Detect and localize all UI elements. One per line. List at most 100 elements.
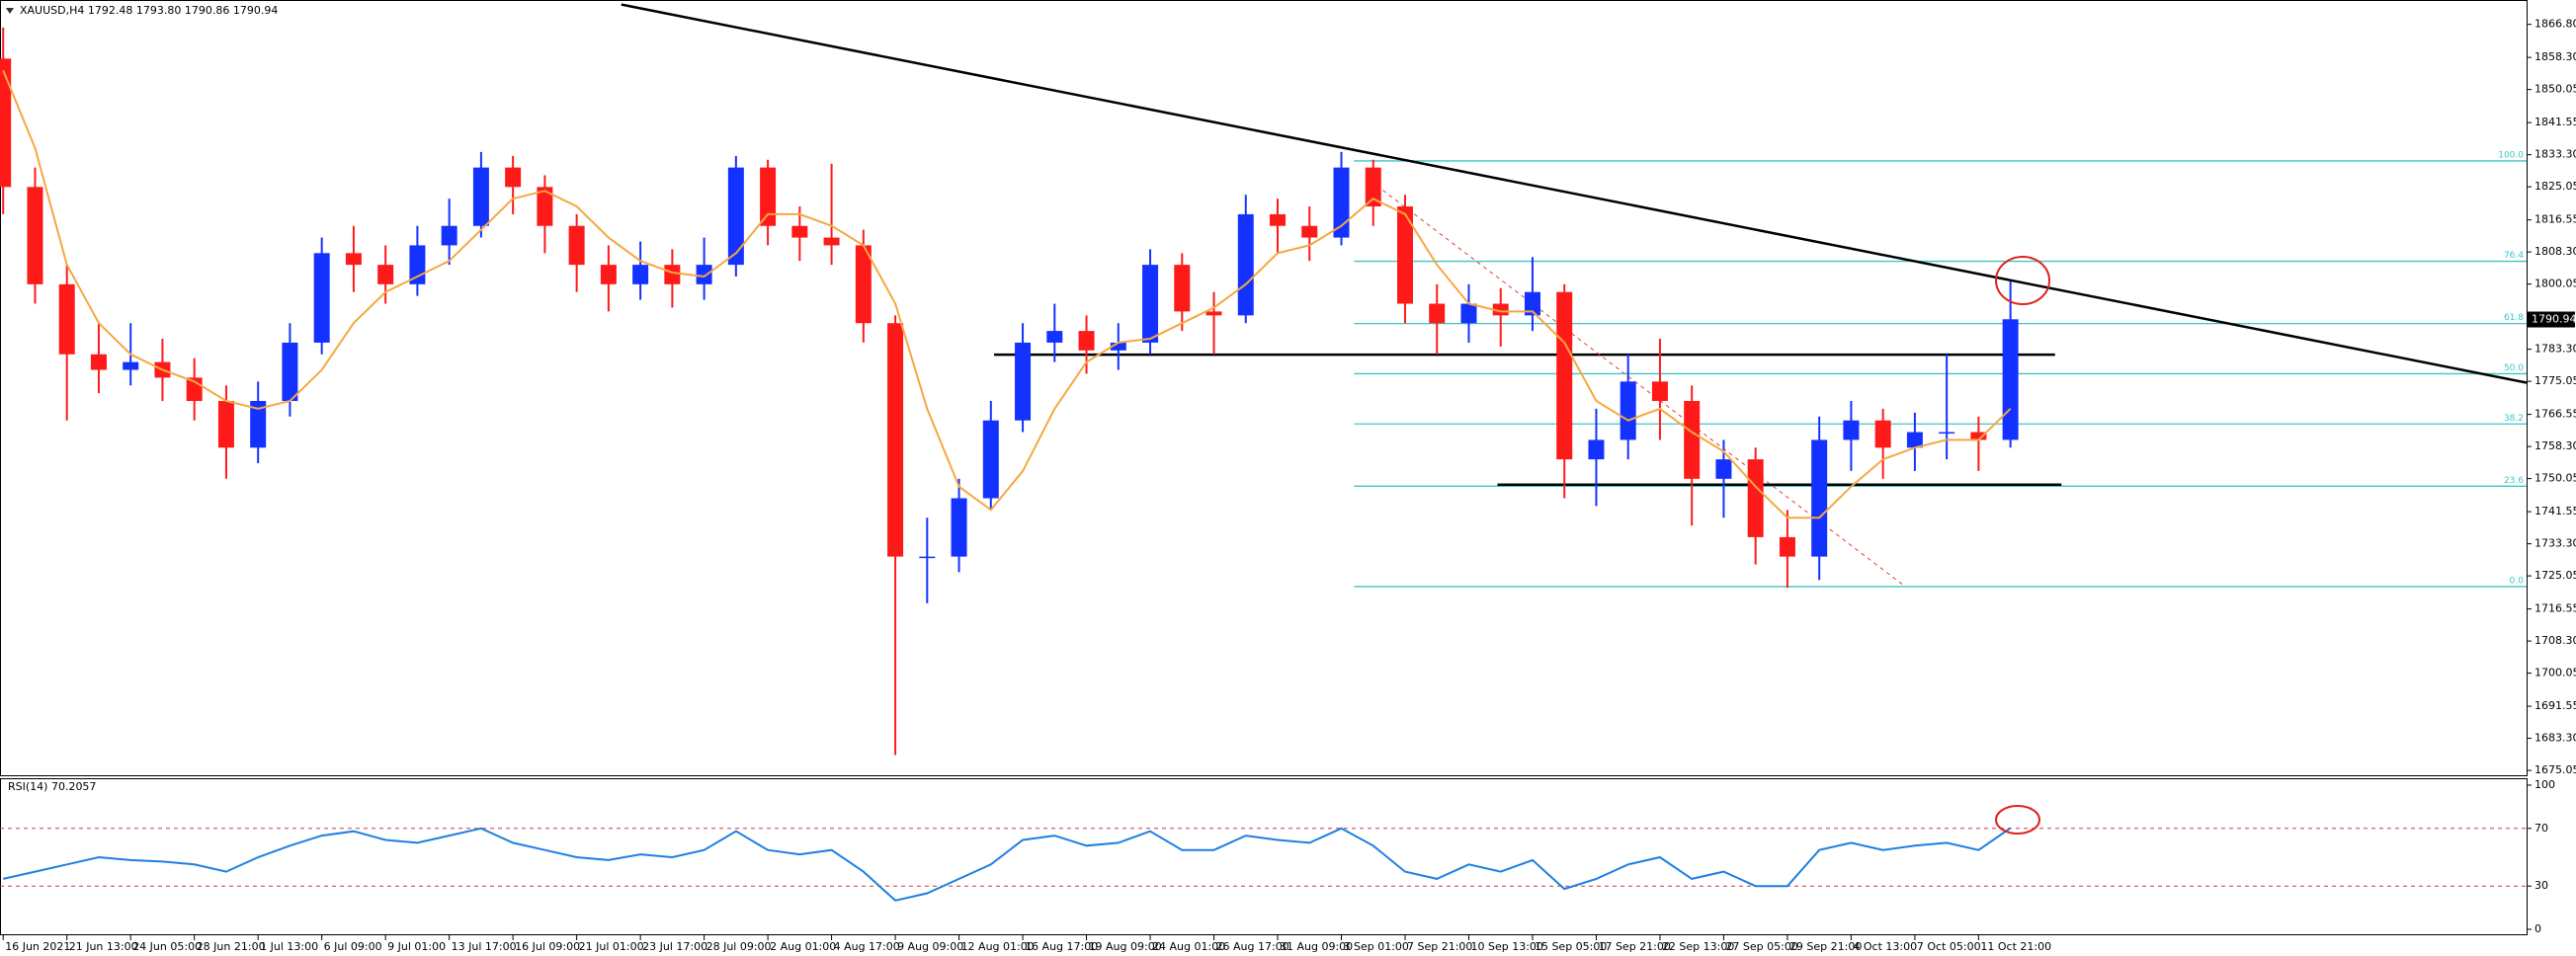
x-tick-label: 2 Aug 01:00	[770, 940, 836, 953]
candle-body	[951, 498, 967, 557]
candle-body	[1046, 331, 1063, 343]
candle-body	[345, 253, 362, 266]
x-tick-label: 27 Sep 05:00	[1725, 940, 1797, 953]
x-tick-label: 24 Aug 01:00	[1152, 940, 1225, 953]
x-tick-label: 21 Jul 01:00	[579, 940, 644, 953]
candle-body	[727, 167, 744, 266]
x-tick-label: 12 Aug 01:00	[961, 940, 1035, 953]
x-tick-label: 4 Oct 13:00	[1853, 940, 1917, 953]
candle-body	[919, 556, 936, 559]
fib-label: 23.6	[2504, 476, 2524, 486]
y-tick-label: 1716.55	[2534, 602, 2576, 615]
fib-label: 38.2	[2504, 414, 2524, 424]
x-tick-label: 9 Jul 01:00	[387, 940, 446, 953]
candle-body	[1429, 303, 1446, 324]
candle-body	[632, 265, 649, 284]
candle-body	[1588, 439, 1605, 460]
fib-label: 100.0	[2498, 150, 2524, 160]
y-tick-label: 1758.30	[2534, 439, 2576, 452]
x-tick-label: 6 Jul 09:00	[324, 940, 382, 953]
candle-body	[1110, 342, 1126, 351]
x-tick-label: 31 Aug 09:00	[1280, 940, 1353, 953]
x-tick-label: 22 Sep 13:00	[1662, 940, 1734, 953]
candle-body	[1205, 311, 1222, 316]
x-tick-label: 16 Jun 2021	[5, 940, 70, 953]
candle-body	[1906, 432, 1923, 448]
x-tick-label: 24 Jun 05:00	[132, 940, 202, 953]
menu-arrow[interactable]	[6, 8, 14, 14]
rsi-title: RSI(14) 70.2057	[8, 780, 96, 793]
candle-body	[1237, 213, 1254, 316]
x-tick-label: 28 Jun 21:00	[197, 940, 266, 953]
candle-body	[696, 265, 712, 284]
candle-body	[568, 225, 585, 266]
candle-body	[760, 167, 777, 226]
candle-body	[1396, 206, 1413, 304]
rsi-y-tick-label: 70	[2534, 822, 2548, 835]
y-tick-label: 1841.55	[2534, 116, 2576, 128]
x-tick-label: 3 Sep 01:00	[1343, 940, 1408, 953]
rsi-y-tick-label: 0	[2534, 922, 2541, 935]
trendline	[621, 3, 2528, 384]
candle-body	[505, 167, 522, 188]
x-tick-label: 15 Sep 05:00	[1535, 940, 1607, 953]
y-tick-label: 1858.30	[2534, 50, 2576, 63]
y-tick-label: 1708.30	[2534, 634, 2576, 647]
y-tick-label: 1675.05	[2534, 763, 2576, 776]
candle-body	[1015, 342, 1032, 421]
fib-label: 50.0	[2504, 363, 2524, 373]
candle-body	[313, 253, 330, 343]
rsi-line	[2, 827, 2012, 902]
chart-title: XAUUSD,H4 1792.48 1793.80 1790.86 1790.9…	[20, 4, 278, 17]
main-pane-frame	[0, 0, 2528, 776]
candle-body	[1301, 225, 1318, 238]
candle-body	[1651, 381, 1668, 402]
x-tick-label: 11 Oct 21:00	[1980, 940, 2051, 953]
y-tick-label: 1850.05	[2534, 83, 2576, 96]
x-tick-label: 28 Jul 09:00	[706, 940, 772, 953]
candle-body	[250, 401, 267, 448]
x-tick-label: 17 Sep 21:00	[1598, 940, 1670, 953]
candle-body	[441, 225, 457, 246]
candle-body	[1142, 265, 1159, 343]
x-tick-label: 19 Aug 09:00	[1089, 940, 1162, 953]
candle-body	[377, 265, 394, 284]
candle-body	[887, 323, 904, 557]
x-tick-label: 16 Aug 17:00	[1025, 940, 1098, 953]
x-tick-label: 4 Aug 17:00	[834, 940, 900, 953]
price-tag-label: 1790.94	[2532, 313, 2576, 326]
candle-body	[1939, 432, 1955, 435]
y-tick-label: 1691.55	[2534, 699, 2576, 712]
fib-label: 61.8	[2504, 313, 2524, 323]
candle-body	[1556, 291, 1573, 460]
candle-body	[123, 361, 139, 370]
x-tick-label: 10 Sep 13:00	[1470, 940, 1542, 953]
highlight-circle	[1995, 256, 2050, 305]
candle-body	[982, 420, 999, 499]
candle-body	[217, 401, 234, 448]
x-tick-label: 7 Oct 05:00	[1917, 940, 1981, 953]
candle-body	[1779, 536, 1795, 557]
y-tick-label: 1683.30	[2534, 732, 2576, 745]
y-tick-label: 1866.80	[2534, 18, 2576, 31]
y-tick-label: 1808.30	[2534, 245, 2576, 258]
moving-average	[2, 69, 2012, 519]
candle-body	[1620, 381, 1636, 440]
candle-body	[1078, 331, 1095, 351]
candle-body	[600, 265, 617, 284]
candle-body	[1715, 459, 1732, 479]
candle-body	[855, 245, 872, 324]
candle-body	[664, 265, 681, 284]
candle-body	[1333, 167, 1350, 238]
y-tick-label: 1700.05	[2534, 667, 2576, 679]
x-tick-label: 21 Jun 13:00	[69, 940, 138, 953]
candle-body	[1843, 420, 1860, 440]
y-tick-label: 1825.05	[2534, 180, 2576, 193]
candle-body	[791, 225, 808, 238]
candle-body	[1684, 401, 1701, 479]
candle-body	[1492, 303, 1509, 316]
candle-body	[1874, 420, 1891, 448]
